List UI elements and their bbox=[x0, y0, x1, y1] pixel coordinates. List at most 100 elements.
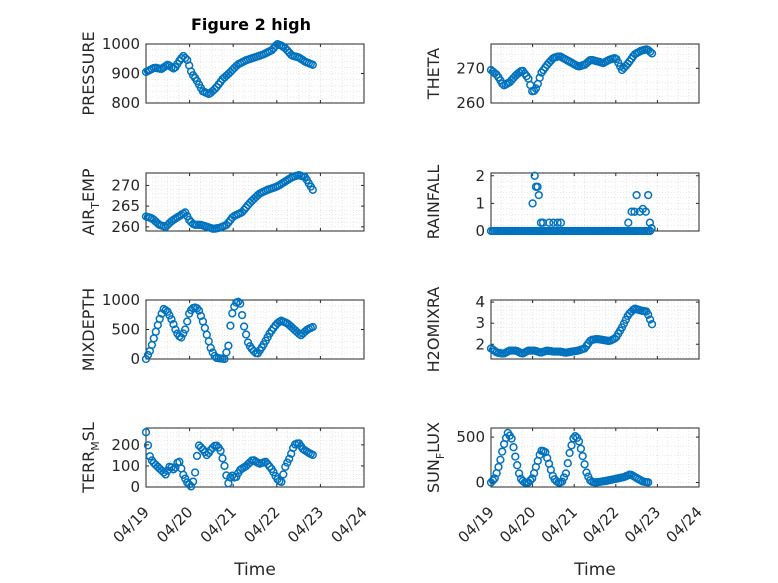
data-point bbox=[488, 476, 498, 485]
axes-box bbox=[145, 172, 365, 232]
data-point bbox=[167, 463, 176, 472]
figure-title: Figure 2 high bbox=[191, 15, 311, 34]
data-point bbox=[645, 47, 655, 56]
data-point bbox=[507, 434, 516, 443]
data-point bbox=[143, 441, 153, 450]
data-point bbox=[228, 309, 237, 318]
data-point bbox=[498, 447, 507, 456]
data-point bbox=[200, 323, 210, 333]
data-point bbox=[645, 218, 655, 227]
y-tick-label: 0 bbox=[475, 473, 485, 491]
data-point bbox=[192, 451, 202, 461]
data-point bbox=[308, 450, 317, 460]
data-point bbox=[509, 443, 518, 452]
data-point bbox=[580, 460, 589, 469]
data-point bbox=[632, 190, 641, 200]
data-point bbox=[181, 325, 190, 334]
x-tick-label: 04/20 bbox=[496, 503, 539, 546]
panel-theta: 260 270 THETA bbox=[424, 43, 700, 112]
data-point bbox=[165, 311, 174, 320]
x-tick-label: 04/21 bbox=[197, 503, 240, 546]
data-point bbox=[511, 452, 520, 461]
y-axis-label: THETA bbox=[424, 48, 443, 100]
series-h2omixra bbox=[486, 304, 657, 358]
data-point bbox=[194, 306, 204, 315]
data-point bbox=[557, 477, 567, 486]
y-tick-label: 500 bbox=[456, 428, 485, 446]
data-point bbox=[177, 333, 186, 342]
y-tick-label: 265 bbox=[111, 197, 140, 215]
data-point bbox=[514, 469, 524, 478]
data-point bbox=[237, 207, 247, 217]
data-point bbox=[241, 330, 251, 339]
data-point bbox=[192, 304, 202, 313]
x-tick-label: 04/22 bbox=[579, 503, 622, 546]
data-point bbox=[545, 218, 554, 227]
panel-rainfall: 0 1 2 RAINFALL bbox=[424, 165, 700, 240]
y-tick-label: 100 bbox=[111, 457, 140, 475]
data-point bbox=[496, 455, 505, 464]
data-point bbox=[644, 190, 653, 200]
data-point bbox=[239, 322, 249, 331]
y-tick-label: 0 bbox=[475, 222, 485, 240]
data-point bbox=[494, 462, 503, 472]
data-point bbox=[218, 454, 227, 463]
data-point bbox=[186, 482, 196, 491]
y-axis-label: PRESSURE bbox=[79, 31, 98, 115]
data-point bbox=[279, 470, 288, 479]
x-tick-label: 04/22 bbox=[240, 503, 283, 546]
data-point bbox=[149, 334, 158, 343]
y-tick-label: 260 bbox=[456, 94, 485, 112]
data-point bbox=[624, 218, 633, 227]
data-point bbox=[222, 348, 231, 357]
data-point bbox=[647, 224, 656, 233]
y-tick-label: 0 bbox=[130, 350, 140, 368]
panel-terr_msl: 0 100 200 04/19 04/20 04/21 04/22 04/23 04/24 Tim… bbox=[79, 422, 371, 580]
series-air_temp bbox=[141, 171, 317, 233]
x-tick-label: 04/19 bbox=[455, 503, 498, 546]
data-point bbox=[513, 461, 522, 470]
data-point bbox=[143, 350, 153, 360]
x-tick-label: 04/21 bbox=[538, 503, 581, 546]
data-point bbox=[567, 441, 576, 450]
data-point bbox=[627, 207, 636, 216]
series-rainfall bbox=[486, 171, 656, 236]
data-point bbox=[556, 218, 566, 227]
data-point bbox=[188, 477, 198, 486]
y-axis-label: H2OMIXRA bbox=[424, 287, 443, 373]
data-point bbox=[630, 207, 639, 216]
panel-air_temp: 260 265 270 AIRTEMP bbox=[79, 168, 365, 236]
data-point bbox=[212, 441, 221, 450]
data-point bbox=[226, 473, 235, 482]
data-point bbox=[645, 315, 655, 324]
x-tick-label: 04/24 bbox=[663, 503, 706, 546]
data-point bbox=[171, 463, 180, 472]
data-point bbox=[181, 53, 190, 63]
y-tick-label: 270 bbox=[111, 176, 140, 194]
data-point bbox=[528, 199, 537, 208]
data-point bbox=[206, 343, 215, 353]
data-point bbox=[234, 297, 243, 306]
data-point bbox=[220, 461, 229, 471]
data-point bbox=[226, 321, 235, 330]
y-tick-label: 1 bbox=[475, 194, 485, 212]
data-point bbox=[216, 446, 225, 455]
y-tick-label: 260 bbox=[111, 218, 140, 236]
data-point bbox=[277, 477, 286, 487]
y-tick-label: 2 bbox=[475, 167, 485, 185]
data-point bbox=[530, 171, 539, 180]
data-point bbox=[647, 320, 657, 329]
x-axis-label: Time bbox=[573, 560, 616, 580]
data-point bbox=[647, 49, 657, 58]
data-point bbox=[271, 41, 280, 50]
data-point bbox=[535, 73, 544, 82]
data-point bbox=[237, 310, 247, 320]
data-point bbox=[531, 84, 541, 93]
data-point bbox=[641, 207, 650, 216]
data-point bbox=[179, 329, 188, 338]
series-sun_flux bbox=[486, 428, 653, 487]
data-point bbox=[576, 444, 586, 453]
data-point bbox=[202, 450, 211, 460]
data-point bbox=[308, 322, 317, 332]
